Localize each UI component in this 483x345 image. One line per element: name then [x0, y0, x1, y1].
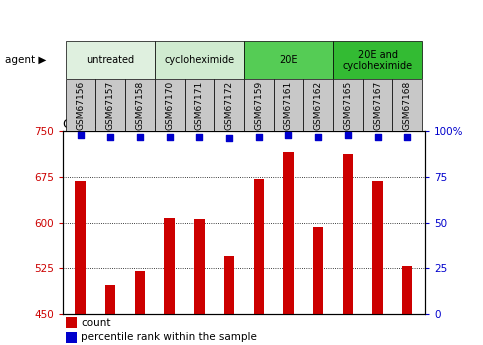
Text: GSM67172: GSM67172 — [225, 81, 234, 130]
Bar — [67, 332, 76, 343]
Bar — [214, 79, 244, 131]
Bar — [313, 227, 323, 314]
Point — [166, 134, 173, 139]
Bar — [105, 285, 115, 314]
Bar — [392, 79, 422, 131]
Text: GSM67158: GSM67158 — [136, 81, 144, 130]
Text: untreated: untreated — [86, 56, 134, 65]
Bar — [165, 218, 175, 314]
Text: agent ▶: agent ▶ — [5, 56, 46, 65]
Text: GDS2674 / 145779_at: GDS2674 / 145779_at — [63, 117, 200, 130]
Text: GSM67168: GSM67168 — [403, 81, 412, 130]
Bar — [185, 79, 214, 131]
Point — [77, 132, 85, 138]
Bar — [372, 181, 383, 314]
Bar — [66, 79, 96, 131]
Text: GSM67161: GSM67161 — [284, 81, 293, 130]
Text: cycloheximide: cycloheximide — [164, 56, 234, 65]
Point — [255, 134, 263, 139]
Bar — [155, 79, 185, 131]
Bar — [194, 219, 205, 314]
Bar — [155, 41, 244, 79]
Point — [196, 134, 203, 139]
Bar — [363, 79, 392, 131]
Text: GSM67162: GSM67162 — [313, 81, 323, 130]
Bar — [333, 79, 363, 131]
Point — [136, 134, 144, 139]
Bar — [224, 256, 234, 314]
Bar — [283, 152, 294, 314]
Bar — [96, 79, 125, 131]
Bar — [244, 41, 333, 79]
Bar — [273, 79, 303, 131]
Text: GSM67167: GSM67167 — [373, 81, 382, 130]
Text: GSM67156: GSM67156 — [76, 81, 85, 130]
Text: GSM67171: GSM67171 — [195, 81, 204, 130]
Text: count: count — [81, 318, 111, 328]
Text: GSM67170: GSM67170 — [165, 81, 174, 130]
Bar — [333, 41, 422, 79]
Bar — [402, 266, 412, 314]
Text: 20E: 20E — [279, 56, 298, 65]
Point — [344, 132, 352, 138]
Bar — [254, 179, 264, 314]
Point — [284, 132, 292, 138]
Text: 20E and
cycloheximide: 20E and cycloheximide — [342, 50, 412, 71]
Bar — [125, 79, 155, 131]
Point — [314, 134, 322, 139]
Point — [106, 134, 114, 139]
Bar — [303, 79, 333, 131]
Point — [403, 134, 411, 139]
Bar — [135, 271, 145, 314]
Text: GSM67157: GSM67157 — [106, 81, 115, 130]
Text: GSM67159: GSM67159 — [254, 81, 263, 130]
Bar — [66, 41, 155, 79]
Text: GSM67165: GSM67165 — [343, 81, 352, 130]
Bar — [67, 317, 76, 328]
Bar — [342, 154, 353, 314]
Point — [225, 136, 233, 141]
Bar — [244, 79, 273, 131]
Point — [374, 134, 382, 139]
Text: percentile rank within the sample: percentile rank within the sample — [81, 332, 257, 342]
Bar — [75, 181, 86, 314]
